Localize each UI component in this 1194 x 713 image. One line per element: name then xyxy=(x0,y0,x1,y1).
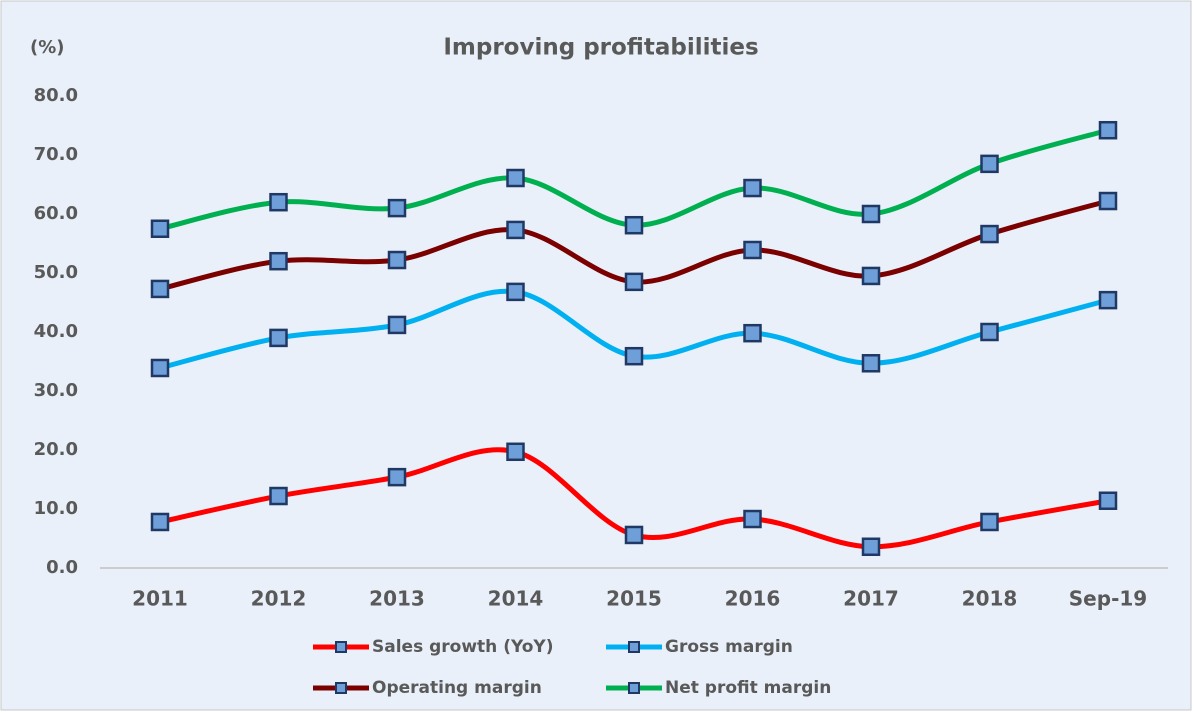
x-tick-label: 2017 xyxy=(843,587,899,611)
y-tick-label: 70.0 xyxy=(34,144,78,165)
marker xyxy=(624,525,644,545)
marker xyxy=(1098,191,1118,211)
x-tick-label: Sep-19 xyxy=(1069,587,1147,611)
y-tick-label: 40.0 xyxy=(34,321,78,342)
x-tick-label: 2011 xyxy=(132,587,188,611)
marker xyxy=(1098,290,1118,310)
marker xyxy=(387,315,407,335)
marker xyxy=(387,198,407,218)
marker xyxy=(624,215,644,235)
marker xyxy=(861,204,881,224)
marker xyxy=(743,509,762,529)
legend-label: Sales growth (YoY) xyxy=(372,637,553,657)
marker xyxy=(980,224,999,244)
legend-marker xyxy=(628,682,640,694)
x-tick-label: 2016 xyxy=(725,587,781,611)
marker xyxy=(980,512,999,532)
marker xyxy=(269,192,288,212)
marker xyxy=(743,178,762,198)
marker xyxy=(506,442,525,462)
marker xyxy=(387,467,407,487)
legend-marker xyxy=(628,641,640,653)
marker xyxy=(269,328,288,348)
marker xyxy=(861,354,881,373)
marker xyxy=(150,512,170,532)
y-axis-label: (%) xyxy=(30,37,65,58)
marker xyxy=(861,266,881,286)
x-tick-label: 2013 xyxy=(369,587,425,611)
marker xyxy=(743,323,762,343)
y-tick-label: 20.0 xyxy=(34,439,78,460)
marker xyxy=(150,219,170,238)
marker xyxy=(506,220,525,240)
marker xyxy=(861,537,881,557)
marker xyxy=(387,250,407,270)
legend-label: Gross margin xyxy=(665,637,793,657)
marker xyxy=(980,322,999,342)
marker xyxy=(1098,491,1118,510)
x-tick-label: 2014 xyxy=(488,587,544,611)
x-tick-label: 2012 xyxy=(251,587,307,611)
marker xyxy=(624,272,644,292)
marker xyxy=(269,251,288,271)
marker xyxy=(1098,120,1118,140)
marker xyxy=(506,282,525,302)
y-tick-label: 0.0 xyxy=(46,557,78,578)
y-tick-label: 80.0 xyxy=(34,85,78,106)
marker xyxy=(980,154,999,174)
marker xyxy=(506,168,525,188)
y-tick-label: 10.0 xyxy=(34,498,78,519)
legend-label: Net profit margin xyxy=(665,678,831,698)
marker xyxy=(150,358,170,378)
marker xyxy=(743,240,762,260)
marker xyxy=(624,346,644,366)
legend-label: Operating margin xyxy=(372,678,542,698)
chart-title: Improving profitabilities xyxy=(443,35,758,61)
y-tick-label: 50.0 xyxy=(34,262,78,283)
y-tick-label: 30.0 xyxy=(34,380,78,401)
legend-marker xyxy=(335,682,347,694)
marker xyxy=(150,279,170,299)
legend-marker xyxy=(335,641,347,653)
x-tick-label: 2018 xyxy=(962,587,1018,611)
marker xyxy=(269,486,288,506)
x-tick-label: 2015 xyxy=(606,587,662,611)
y-tick-label: 60.0 xyxy=(34,203,78,224)
